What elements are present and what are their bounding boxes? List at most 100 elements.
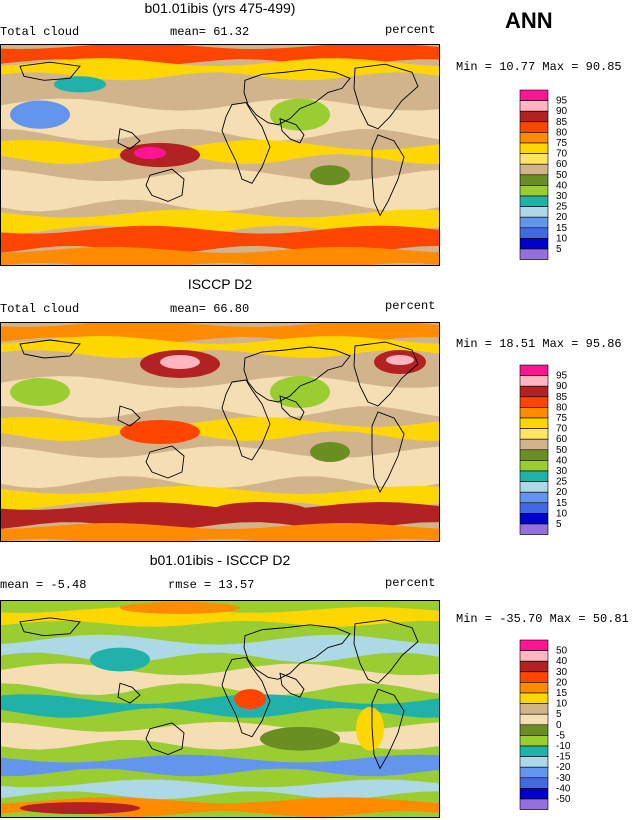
map-1-band: [0, 209, 440, 234]
panel-1-mean: mean= 61.32: [170, 25, 250, 39]
colorbar-1-label: 80: [556, 127, 568, 138]
colorbar-2-label: 85: [556, 392, 568, 403]
panel-3-rmse: rmse = 13.57: [168, 578, 255, 592]
map-3-coastline: [221, 656, 271, 738]
map-1-blob: [10, 100, 70, 129]
map-2-coastline: [371, 411, 405, 494]
map-3-blob: [20, 802, 140, 815]
colorbar-1-swatch: [519, 185, 549, 197]
season-label: ANN: [505, 8, 553, 33]
map-1-fields: [0, 44, 440, 266]
map-2-blob: [120, 420, 200, 444]
map-2-blob: [10, 378, 70, 406]
map-1-coastline: [279, 117, 305, 144]
map-3-coastline: [243, 624, 351, 680]
map-1-coastline: [353, 63, 419, 130]
colorbar-1-swatch: [519, 142, 549, 154]
colorbar-2-swatch: [519, 438, 549, 451]
map-2-frame: [0, 322, 440, 542]
map-2-band: [0, 446, 440, 488]
colorbar-1-swatch: [519, 100, 549, 112]
map-2-coastline: [353, 341, 419, 407]
colorbar-3-label: 0: [556, 720, 562, 731]
colorbar-1-swatch: [519, 163, 549, 176]
colorbar-3-label: -20: [556, 762, 571, 773]
panel-3-minmax: Min = -35.70 Max = 50.81: [456, 612, 629, 626]
colorbar-3-swatch: [519, 639, 549, 651]
colorbar-2-swatch: [519, 407, 549, 419]
colorbar-3-swatch: [519, 671, 549, 683]
colorbar-2-swatch: [519, 375, 549, 387]
colorbar-1-label: 10: [556, 233, 568, 244]
map-1-coastlines: [19, 61, 419, 217]
colorbar-1-label: 85: [556, 117, 568, 128]
colorbar-3-swatch: [519, 682, 549, 694]
colorbar-2-label: 30: [556, 466, 568, 477]
map-3-band: [0, 663, 440, 696]
map-2-blob: [210, 502, 310, 522]
map-2-blob: [386, 355, 414, 365]
map-3-coastline: [19, 617, 81, 637]
colorbar-3-label: -10: [556, 741, 571, 752]
map-3-band: [0, 754, 440, 777]
colorbar-2-swatch: [519, 502, 549, 514]
colorbar-2-label: 60: [556, 434, 568, 445]
colorbar-3-swatch: [519, 798, 549, 810]
map-2-blob: [310, 442, 350, 462]
map-2-fields: [0, 322, 440, 542]
colorbar-3-swatch: [519, 724, 549, 736]
panel-2-minmax: Min = 18.51 Max = 95.86: [456, 337, 622, 351]
panel-1-map: [0, 44, 440, 266]
panel-3-units: percent: [385, 576, 436, 590]
colorbar-3-swatch: [519, 713, 549, 726]
colorbar-1-swatch: [519, 89, 549, 101]
map-3-blob: [90, 647, 150, 672]
colorbar-2-swatch: [519, 417, 549, 429]
colorbar-1-swatch: [519, 153, 549, 165]
colorbar-2-label: 70: [556, 424, 568, 435]
colorbar-1-swatch: [519, 195, 549, 207]
colorbar-3-swatch: [519, 692, 549, 704]
colorbar-3-label: 20: [556, 677, 568, 688]
map-3-band: [0, 779, 440, 800]
map-1-band: [0, 169, 440, 212]
colorbar-1-label: 70: [556, 149, 568, 160]
colorbar-2-swatch: [519, 470, 549, 482]
map-1-coastline: [19, 61, 81, 81]
map-1-coastline: [117, 128, 141, 150]
map-2-blob: [160, 355, 200, 369]
colorbar-1-swatch: [519, 227, 549, 239]
map-3-blob: [120, 601, 240, 614]
map-2-band: [0, 376, 440, 418]
colorbar-3-swatch: [519, 788, 549, 800]
colorbar-2-label: 95: [556, 371, 568, 382]
map-2-coastline: [243, 346, 351, 403]
colorbar-1-label: 75: [556, 138, 568, 149]
map-3-blob: [234, 689, 266, 709]
colorbar-2-swatch: [519, 428, 549, 440]
colorbar-1-swatch: [519, 121, 549, 133]
map-2-band: [0, 523, 440, 542]
colorbar-3-label: 30: [556, 667, 568, 678]
map-1-frame: [0, 44, 440, 266]
colorbar-1-label: 40: [556, 180, 568, 191]
map-1-blob: [134, 146, 166, 160]
colorbar-1-swatch: [519, 248, 549, 260]
map-1-blob: [310, 165, 350, 186]
colorbar-1-swatch: [519, 132, 549, 144]
map-2-coastline: [279, 395, 305, 421]
colorbar-3-label: 40: [556, 656, 568, 667]
colorbar-1-label: 25: [556, 202, 568, 213]
colorbar-1-label: 60: [556, 159, 568, 170]
map-1-band: [0, 58, 440, 81]
colorbar-1-label: 95: [556, 96, 568, 107]
map-1-coastline: [221, 102, 271, 184]
colorbar-3-label: 5: [556, 709, 562, 720]
map-3-coastline: [145, 722, 185, 756]
colorbar-2-swatch: [519, 491, 549, 504]
colorbar-1-label: 20: [556, 212, 568, 223]
map-1-band: [0, 139, 440, 164]
colorbar-3-swatch: [519, 745, 549, 757]
